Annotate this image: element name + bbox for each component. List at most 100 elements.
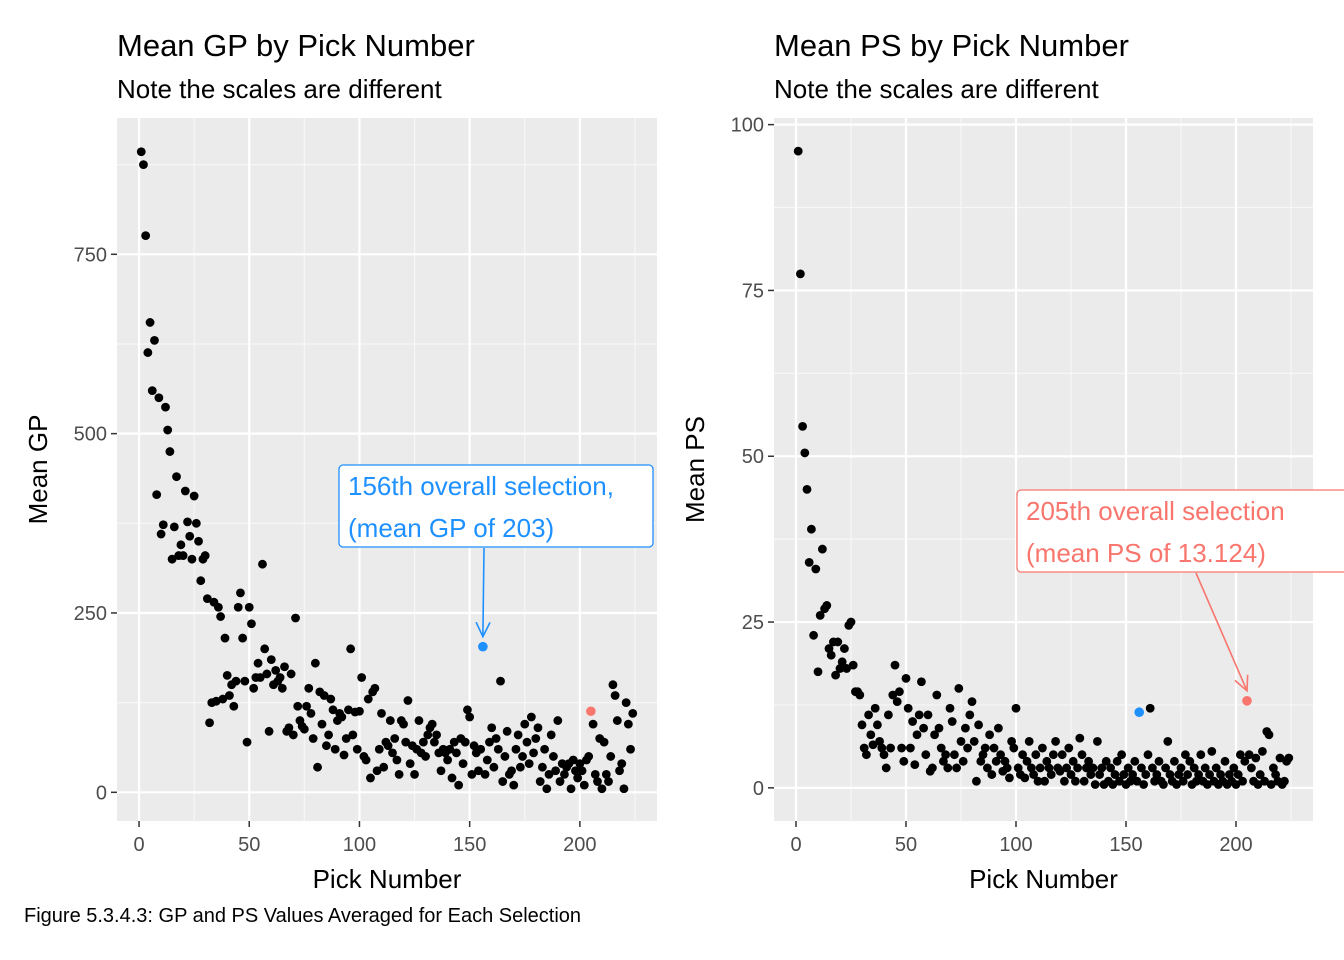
data-point: [313, 762, 322, 772]
data-point: [280, 662, 289, 672]
data-point: [886, 743, 895, 753]
data-point: [515, 762, 525, 772]
data-point: [912, 730, 922, 740]
data-point: [1035, 763, 1045, 773]
data-point: [1203, 780, 1212, 789]
data-point: [531, 734, 541, 743]
data-point: [403, 696, 413, 705]
data-point: [220, 633, 230, 643]
data-point: [826, 650, 836, 660]
data-point: [244, 602, 254, 612]
data-point: [145, 318, 155, 327]
data-point: [480, 769, 490, 779]
data-point: [1007, 737, 1016, 746]
x-tick-label: 150: [453, 834, 486, 856]
highlight-point: [1242, 696, 1252, 706]
data-point: [339, 750, 349, 760]
data-point: [189, 491, 199, 501]
data-point: [222, 670, 232, 680]
data-point: [1093, 737, 1102, 746]
data-point: [445, 744, 455, 754]
data-point: [372, 766, 382, 776]
data-point: [266, 655, 276, 664]
data-point: [560, 769, 569, 779]
data-point: [1042, 756, 1052, 766]
highlight-point: [1134, 707, 1144, 718]
data-point: [1027, 763, 1036, 773]
annotation-text: (mean PS of 13.124): [1026, 538, 1266, 568]
data-point: [1066, 770, 1076, 779]
data-point: [476, 744, 486, 754]
data-point: [601, 769, 611, 779]
data-point: [855, 690, 865, 700]
data-point: [225, 691, 234, 700]
data-point: [877, 743, 887, 753]
data-point: [868, 740, 878, 750]
data-point: [1220, 756, 1230, 766]
data-point: [906, 743, 915, 753]
y-tick-label: 250: [74, 603, 107, 625]
data-point: [1271, 770, 1280, 779]
data-point: [1185, 756, 1195, 766]
data-point: [458, 759, 468, 769]
data-point: [626, 744, 635, 754]
data-point: [240, 676, 250, 686]
data-point: [1196, 750, 1206, 760]
data-point: [908, 717, 917, 726]
data-point: [1229, 763, 1239, 773]
data-point: [584, 752, 594, 761]
y-tick-label: 50: [742, 446, 764, 468]
data-point: [1095, 770, 1104, 779]
data-point: [621, 698, 631, 708]
data-point: [1051, 737, 1060, 746]
data-point: [348, 730, 358, 740]
data-point: [597, 784, 607, 794]
data-point: [1064, 743, 1074, 753]
data-point: [423, 730, 433, 740]
data-point: [469, 741, 479, 751]
data-point: [1176, 763, 1186, 773]
data-point: [1233, 770, 1243, 779]
data-point: [551, 766, 561, 776]
data-point: [379, 762, 389, 772]
data-point: [921, 750, 931, 760]
data-point: [150, 335, 159, 345]
data-point: [1200, 763, 1210, 773]
data-point: [1115, 776, 1124, 786]
data-point: [1240, 756, 1250, 766]
data-point: [540, 744, 549, 754]
data-point: [1128, 770, 1137, 779]
data-point: [1159, 780, 1168, 789]
data-point: [950, 750, 959, 760]
data-point: [965, 710, 975, 720]
y-tick-label: 0: [753, 778, 764, 800]
y-axis-label: Mean PS: [680, 416, 710, 523]
data-point: [1112, 756, 1122, 766]
data-point: [859, 743, 869, 753]
data-point: [410, 769, 419, 779]
data-point: [1055, 766, 1065, 776]
data-point: [427, 719, 437, 729]
y-tick-label: 500: [74, 424, 107, 446]
data-point: [833, 637, 843, 647]
data-point: [1172, 780, 1181, 789]
data-point: [553, 716, 563, 725]
data-point: [599, 737, 609, 747]
data-point: [533, 723, 543, 733]
data-point: [571, 766, 580, 776]
data-point: [1141, 770, 1151, 779]
data-point: [1022, 756, 1032, 766]
data-point: [1260, 776, 1269, 786]
data-point: [961, 723, 970, 733]
data-point: [1132, 776, 1142, 786]
data-point: [983, 763, 992, 773]
figure-caption: Figure 5.3.4.3: GP and PS Values Average…: [24, 905, 582, 927]
chart-title: Mean GP by Pick Number: [117, 28, 475, 63]
data-point: [1236, 750, 1245, 760]
data-point: [588, 719, 598, 729]
data-point: [1130, 756, 1140, 766]
data-point: [573, 773, 583, 783]
data-point: [156, 529, 166, 539]
data-point: [954, 683, 964, 693]
data-point: [840, 644, 849, 653]
